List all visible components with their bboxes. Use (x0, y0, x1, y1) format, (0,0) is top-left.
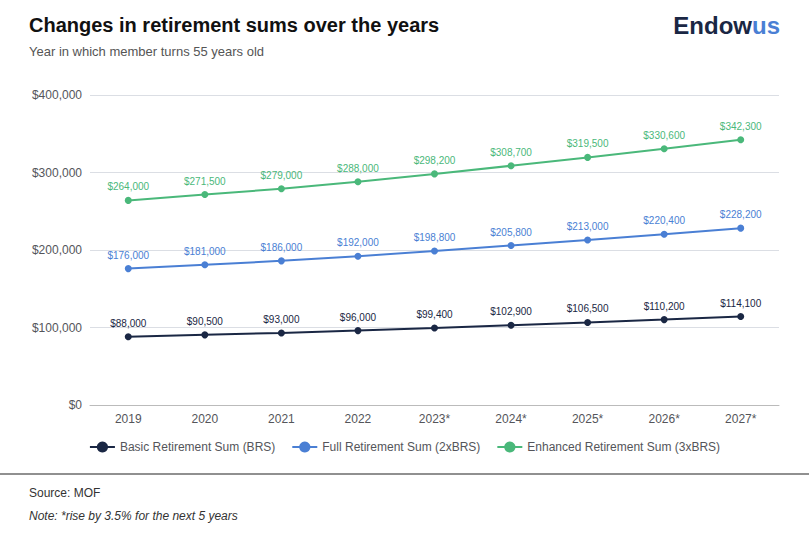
svg-text:2026*: 2026* (648, 412, 680, 426)
svg-text:$96,000: $96,000 (340, 312, 377, 323)
svg-text:Changes in retirement sums ove: Changes in retirement sums over the year… (29, 14, 439, 36)
svg-text:$102,900: $102,900 (490, 306, 532, 317)
svg-text:$308,700: $308,700 (490, 147, 532, 158)
svg-text:$228,200: $228,200 (720, 209, 762, 220)
svg-text:$300,000: $300,000 (32, 166, 82, 180)
svg-text:2023*: 2023* (419, 412, 451, 426)
svg-text:Full Retirement Sum (2xBRS): Full Retirement Sum (2xBRS) (322, 440, 480, 454)
svg-text:$342,300: $342,300 (720, 121, 762, 132)
svg-text:$186,000: $186,000 (261, 242, 303, 253)
svg-text:Note: *rise by 3.5% for the ne: Note: *rise by 3.5% for the next 5 years (29, 509, 238, 523)
svg-text:$106,500: $106,500 (567, 303, 609, 314)
svg-text:$288,000: $288,000 (337, 163, 379, 174)
svg-text:$205,800: $205,800 (490, 227, 532, 238)
svg-text:2025*: 2025* (572, 412, 604, 426)
svg-text:Year in which member turns 55: Year in which member turns 55 years old (29, 44, 264, 59)
svg-text:$88,000: $88,000 (110, 318, 147, 329)
svg-text:$298,200: $298,200 (414, 155, 456, 166)
svg-text:2021: 2021 (268, 412, 295, 426)
svg-text:$264,000: $264,000 (107, 181, 149, 192)
svg-text:us: us (752, 12, 780, 39)
svg-text:Endow: Endow (673, 12, 752, 39)
svg-text:$181,000: $181,000 (184, 246, 226, 257)
svg-text:2019: 2019 (115, 412, 142, 426)
svg-text:$198,800: $198,800 (414, 232, 456, 243)
svg-text:Source: MOF: Source: MOF (29, 486, 100, 500)
svg-text:$279,000: $279,000 (261, 170, 303, 181)
svg-text:2020: 2020 (191, 412, 218, 426)
svg-text:$400,000: $400,000 (32, 88, 82, 102)
svg-text:2022: 2022 (345, 412, 372, 426)
svg-text:$0: $0 (69, 398, 83, 412)
svg-text:Enhanced Retirement Sum (3xBRS: Enhanced Retirement Sum (3xBRS) (527, 440, 720, 454)
svg-text:$200,000: $200,000 (32, 243, 82, 257)
svg-text:$213,000: $213,000 (567, 221, 609, 232)
svg-text:$319,500: $319,500 (567, 138, 609, 149)
svg-text:Basic Retirement Sum (BRS): Basic Retirement Sum (BRS) (120, 440, 275, 454)
svg-text:2027*: 2027* (725, 412, 757, 426)
svg-text:$99,400: $99,400 (416, 309, 453, 320)
svg-text:$100,000: $100,000 (32, 321, 82, 335)
svg-text:$330,600: $330,600 (643, 130, 685, 141)
svg-text:$90,500: $90,500 (187, 316, 224, 327)
svg-text:$110,200: $110,200 (644, 301, 685, 312)
svg-text:$271,500: $271,500 (184, 176, 226, 187)
svg-text:$192,000: $192,000 (337, 237, 379, 248)
svg-text:2024*: 2024* (495, 412, 527, 426)
svg-text:$220,400: $220,400 (643, 215, 685, 226)
svg-text:$176,000: $176,000 (107, 250, 149, 261)
svg-text:$93,000: $93,000 (263, 314, 300, 325)
svg-text:$114,100: $114,100 (720, 298, 761, 309)
